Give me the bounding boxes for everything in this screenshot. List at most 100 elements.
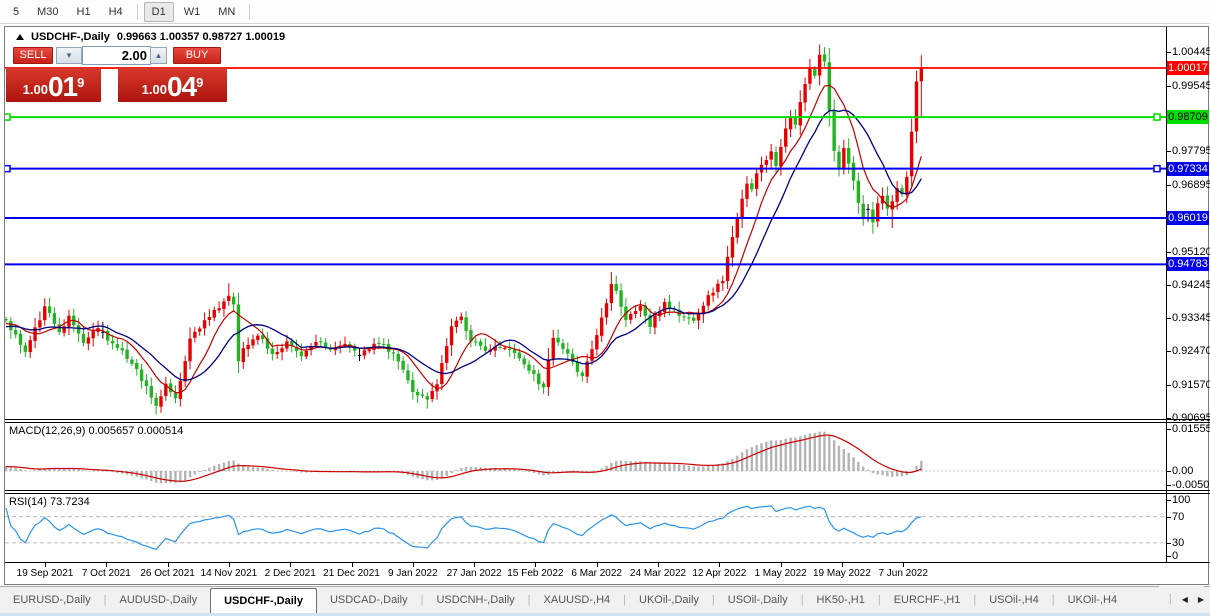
date-axis-label: 19 Sep 2021	[16, 568, 74, 579]
axis-tick	[1166, 417, 1171, 419]
rsi-label: RSI(14) 73.7234	[9, 496, 90, 508]
date-tick	[45, 563, 46, 567]
date-tick	[228, 563, 230, 567]
tab-separator: |	[623, 594, 627, 606]
tab-ukoil-h4[interactable]: UKOil-,H4	[1067, 594, 1118, 606]
tab-usdcad-daily[interactable]: USDCAD-,Daily	[329, 594, 408, 606]
tab-usoil-daily[interactable]: USOil-,Daily	[727, 594, 788, 606]
tab-scroll-right-icon[interactable]: ▶	[1197, 594, 1204, 604]
axis-tick	[1166, 351, 1171, 353]
date-axis-label: 7 Oct 2021	[81, 568, 131, 579]
timeframe-button-h1[interactable]: H1	[76, 5, 91, 18]
price-axis-label: 0.93345	[1172, 312, 1210, 325]
timeframe-button-w1[interactable]: W1	[183, 5, 201, 18]
tab-separator: |	[877, 594, 881, 606]
date-axis-label: 9 Jan 2022	[388, 568, 438, 579]
axis-tick	[1166, 318, 1171, 320]
timeframe-button-d1[interactable]: D1	[143, 1, 174, 22]
toolbar-divider	[249, 3, 251, 20]
ohlc-open: 0.99663	[116, 31, 157, 43]
date-axis-label: 15 Feb 2022	[507, 568, 564, 579]
buy-button[interactable]: BUY	[173, 47, 221, 64]
tab-separator: |	[973, 594, 977, 606]
axis-tick	[1166, 51, 1171, 53]
ohlc-high: 1.00357	[159, 31, 200, 43]
axis-tick	[1166, 500, 1171, 501]
level-price-badge: 0.94783	[1167, 257, 1209, 272]
price-axis-label: 0.95120	[1172, 245, 1210, 258]
date-axis-label: 12 Apr 2022	[692, 568, 747, 579]
price-axis-label: 0.90695	[1172, 411, 1210, 424]
level-price-badge: 0.96019	[1167, 211, 1209, 225]
level-price-badge: 1.00017	[1167, 61, 1209, 75]
tab-scroll-arrows: | ◀ ▶	[1158, 586, 1204, 612]
macd-axis-label: 0.01555	[1172, 422, 1210, 435]
timeframe-button-5[interactable]: 5	[13, 5, 20, 18]
date-tick	[412, 563, 414, 567]
status-strip	[0, 612, 1210, 616]
axis-tick	[1166, 185, 1171, 187]
ohlc-close: 1.00019	[245, 31, 286, 43]
ask-sup: 9	[196, 75, 204, 90]
rsi-axis-label: 70	[1172, 510, 1185, 523]
price-axis-line	[1166, 27, 1167, 562]
tab-separator: |	[1168, 593, 1172, 605]
symbol-label: USDCHF-,Daily	[31, 31, 110, 43]
tab-usoil-h4[interactable]: USOil-,H4	[989, 594, 1039, 606]
chart-title: USDCHF-,Daily 0.99663 1.00357 0.98727 1.…	[16, 31, 285, 43]
tab-scroll-left-icon[interactable]: ◀	[1181, 594, 1188, 604]
tab-usdchf-daily[interactable]: USDCHF-,Daily	[210, 588, 317, 613]
date-tick	[658, 563, 659, 567]
macd-axis-label: 0.00	[1172, 465, 1194, 477]
price-axis-label: 1.00445	[1172, 45, 1210, 58]
axis-tick	[1166, 556, 1171, 557]
date-tick	[780, 563, 782, 567]
macd-label: MACD(12,26,9) 0.005657 0.000514	[9, 425, 184, 437]
ask-big: 04	[166, 71, 197, 102]
level-price-badge: 0.98709	[1167, 110, 1209, 125]
volume-increase-button[interactable]: ▲	[150, 47, 167, 64]
timeframe-button-m30[interactable]: M30	[37, 5, 59, 18]
bid-price-button[interactable]: 1.00 01 9	[6, 68, 101, 102]
timeframe-button-h4[interactable]: H4	[108, 5, 123, 18]
macd-signal-value: 0.000514	[137, 425, 184, 437]
volume-decrease-button[interactable]: ▼	[56, 47, 82, 64]
rsi-axis-label: 100	[1172, 494, 1191, 506]
panel-separator	[5, 422, 1210, 423]
bid-sup: 9	[77, 75, 85, 90]
axis-tick	[1166, 542, 1171, 544]
ask-price-button[interactable]: 1.00 04 9	[118, 68, 227, 102]
axis-tick	[1166, 284, 1171, 286]
timeframe-button-mn[interactable]: MN	[218, 5, 236, 18]
price-axis-label: 0.94245	[1172, 278, 1210, 291]
tab-eurchf-h1[interactable]: EURCHF-,H1	[893, 594, 961, 606]
date-tick	[596, 563, 598, 567]
chart-tab-bar: EURUSD-,Daily | AUDUSD-,Daily USDCHF-,Daily…	[0, 586, 1210, 613]
macd-axis-label: -0.005075	[1172, 478, 1210, 491]
date-axis-label: 1 May 2022	[754, 568, 807, 579]
panel-separator[interactable]	[5, 419, 1210, 420]
axis-tick	[1166, 484, 1171, 486]
date-axis-label: 26 Oct 2021	[140, 568, 195, 579]
date-tick	[903, 563, 905, 567]
panel-separator[interactable]	[5, 490, 1210, 491]
collapse-trade-panel-icon[interactable]	[16, 34, 24, 40]
tab-hk50-h1[interactable]: HK50-,H1	[816, 594, 865, 606]
tab-usdcnh-daily[interactable]: USDCNH-,Daily	[436, 594, 515, 606]
rsi-value: 73.7234	[49, 496, 90, 508]
ask-small: 1.00	[141, 82, 167, 97]
volume-input[interactable]	[82, 46, 151, 65]
date-axis-label: 21 Dec 2021	[323, 568, 380, 579]
tab-eurusd-daily[interactable]: EURUSD-,Daily	[13, 594, 91, 606]
rsi-axis-label: 30	[1172, 536, 1185, 549]
tab-xauusd-h4[interactable]: XAUUSD-,H4	[543, 594, 611, 606]
tab-audusd-daily[interactable]: AUDUSD-,Daily	[119, 594, 198, 606]
date-tick	[841, 563, 843, 567]
bid-small: 1.00	[22, 82, 48, 97]
date-axis-label: 14 Nov 2021	[200, 568, 258, 579]
date-axis-label: 24 Mar 2022	[629, 568, 687, 579]
toolbar-divider	[136, 3, 138, 20]
date-tick	[290, 563, 292, 567]
tab-ukoil-daily[interactable]: UKOil-,Daily	[639, 594, 699, 606]
sell-button[interactable]: SELL	[13, 47, 53, 64]
